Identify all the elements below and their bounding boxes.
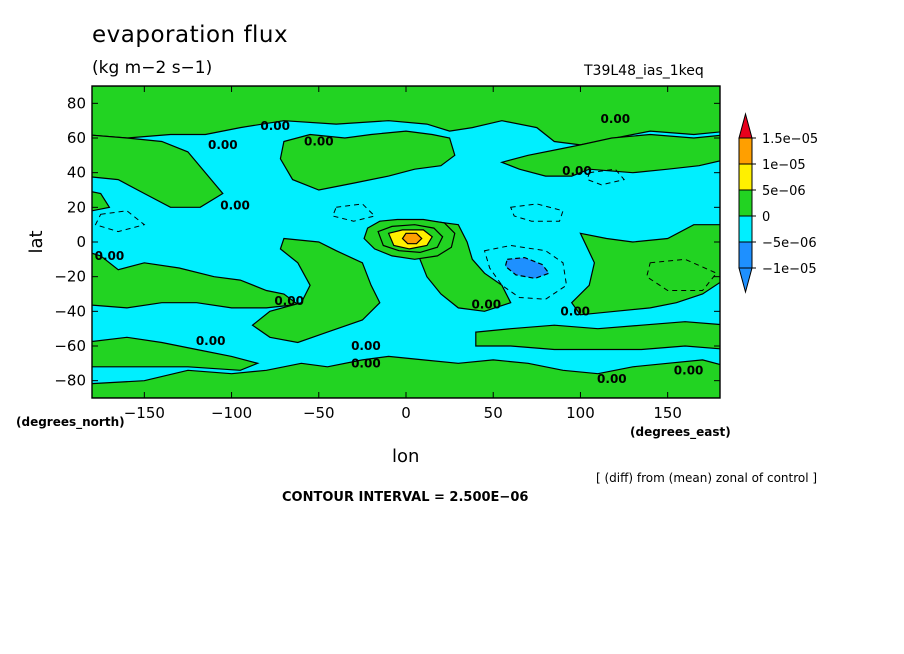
colorbar-label: 1.5e−05 bbox=[762, 132, 818, 147]
contour-label: 0.00 bbox=[260, 119, 290, 133]
y-tick-label: −80 bbox=[54, 372, 86, 390]
colorbar-label: 5e−06 bbox=[762, 184, 806, 199]
positive-region-west-tropics bbox=[92, 252, 300, 309]
positive-band-north bbox=[92, 86, 720, 146]
x-tick-label: 0 bbox=[401, 404, 411, 422]
colorbar-segment bbox=[738, 215, 753, 243]
neg-contour-far-east bbox=[646, 258, 718, 291]
colorbar-arrow-top bbox=[738, 112, 753, 139]
neg-contour-mid bbox=[332, 203, 376, 222]
y-axis-label: lat bbox=[26, 230, 47, 253]
colorbar-label: 0 bbox=[762, 210, 770, 225]
positive-region-ne bbox=[499, 133, 720, 177]
x-tick-label: 150 bbox=[653, 404, 682, 422]
colorbar-label: −1e−05 bbox=[762, 262, 817, 277]
colorbar-segment bbox=[738, 137, 753, 165]
peak-contour-orange bbox=[401, 232, 423, 245]
y-tick-label: 60 bbox=[67, 129, 86, 147]
neg-contour-west bbox=[94, 210, 146, 233]
positive-region-nw-coast bbox=[92, 191, 111, 212]
x-tick-label: −100 bbox=[211, 404, 252, 422]
chart-units: (kg m−2 s−1) bbox=[92, 58, 213, 78]
contour-label: 0.00 bbox=[562, 164, 592, 178]
x-tick-label: −50 bbox=[303, 404, 335, 422]
contour-label: 0.00 bbox=[560, 304, 590, 318]
y-tick-label: 40 bbox=[67, 164, 86, 182]
contour-label: 0.00 bbox=[674, 363, 704, 377]
colorbar-segment bbox=[738, 241, 753, 269]
y-tick-label: −60 bbox=[54, 337, 86, 355]
negative-min-region bbox=[504, 256, 550, 280]
colorbar-segment bbox=[738, 163, 753, 191]
neg-contour-east-2 bbox=[509, 203, 564, 222]
positive-region-north-central bbox=[279, 130, 456, 191]
contour-label: 0.00 bbox=[351, 339, 381, 353]
contour-label: 0.00 bbox=[196, 334, 226, 348]
colorbar-segment bbox=[738, 189, 753, 217]
y-axis-unit: (degrees_north) bbox=[16, 415, 125, 429]
y-tick-label: −40 bbox=[54, 302, 86, 320]
x-tick-label: 50 bbox=[484, 404, 503, 422]
y-tick-label: 80 bbox=[67, 94, 86, 112]
x-axis-unit: (degrees_east) bbox=[630, 425, 731, 439]
x-axis-label: lon bbox=[392, 446, 420, 467]
positive-band-south bbox=[92, 355, 720, 398]
contour-label: 0.00 bbox=[95, 249, 125, 263]
contour-label: 0.00 bbox=[274, 294, 304, 308]
neg-contour-east-1 bbox=[483, 244, 568, 300]
field-group bbox=[92, 86, 720, 398]
positive-region-far-east bbox=[570, 224, 720, 316]
contour-label: 0.00 bbox=[471, 297, 501, 311]
contour-label: 0.00 bbox=[351, 356, 381, 370]
y-tick-label: −20 bbox=[54, 268, 86, 286]
positive-region-south-east bbox=[475, 321, 720, 351]
y-tick-label: 20 bbox=[67, 198, 86, 216]
contour-label: 0.00 bbox=[304, 134, 334, 148]
colorbar-label: −5e−06 bbox=[762, 236, 817, 251]
positive-region-southwest bbox=[92, 336, 260, 371]
x-tick-label: 100 bbox=[566, 404, 595, 422]
contour-label: 0.00 bbox=[601, 112, 631, 126]
contour-label: 0.00 bbox=[208, 138, 238, 152]
x-tick-label: −150 bbox=[124, 404, 165, 422]
run-label: T39L48_ias_1keq bbox=[584, 63, 704, 79]
chart-title: evaporation flux bbox=[92, 22, 289, 48]
positive-region-nw bbox=[92, 134, 224, 208]
colorbar-label: 1e−05 bbox=[762, 158, 806, 173]
contour-label: 0.00 bbox=[597, 372, 627, 386]
positive-region-central-south bbox=[251, 237, 381, 344]
contour-interval: CONTOUR INTERVAL = 2.500E−06 bbox=[282, 490, 529, 505]
colorbar-arrow-bottom bbox=[738, 267, 753, 294]
contour-label: 0.00 bbox=[220, 199, 250, 213]
y-tick-label: 0 bbox=[76, 233, 86, 251]
neg-contour-northeast bbox=[586, 168, 626, 186]
chart-note: [ (diff) from (mean) zonal of control ] bbox=[596, 471, 818, 485]
